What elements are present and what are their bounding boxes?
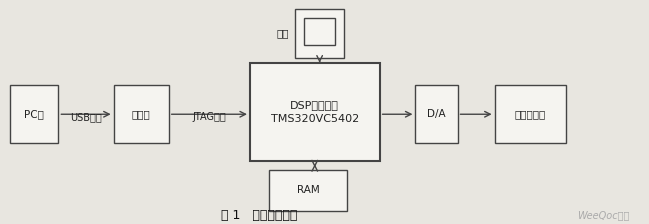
- Bar: [495, 85, 566, 143]
- Text: D/A: D/A: [427, 109, 446, 119]
- Text: WeeQoc维库: WeeQoc维库: [577, 210, 630, 220]
- Text: 晶振: 晶振: [276, 29, 289, 39]
- Text: USB接口: USB接口: [70, 112, 101, 122]
- Text: JTAG接口: JTAG接口: [192, 112, 226, 122]
- Bar: [10, 85, 58, 143]
- Bar: [114, 85, 169, 143]
- Text: PC机: PC机: [24, 109, 44, 119]
- Text: 输出正弦波: 输出正弦波: [515, 109, 546, 119]
- Bar: [269, 170, 347, 211]
- Text: RAM: RAM: [297, 185, 320, 195]
- Text: 仿真器: 仿真器: [132, 109, 151, 119]
- Bar: [295, 9, 344, 58]
- Bar: [304, 18, 335, 45]
- Text: DSP微控制器
TMS320VC5402: DSP微控制器 TMS320VC5402: [271, 100, 359, 124]
- Bar: [250, 63, 380, 161]
- Bar: [415, 85, 458, 143]
- Text: 图 1   硬件结构框图: 图 1 硬件结构框图: [221, 209, 298, 222]
